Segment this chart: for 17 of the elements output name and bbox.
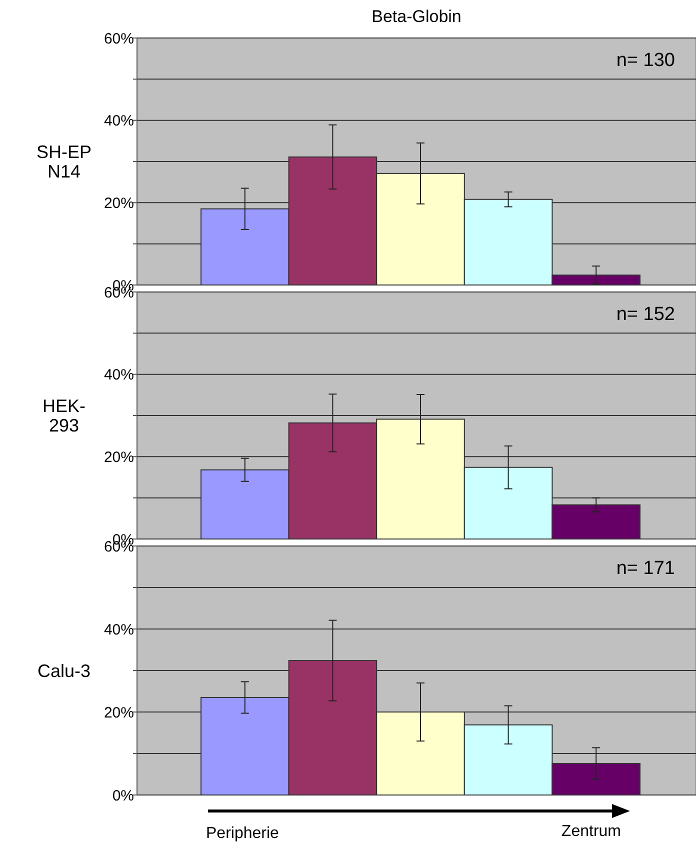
text: Zentrum bbox=[561, 823, 621, 840]
y-tick-label: 20% bbox=[104, 704, 134, 722]
y-tick-label: 40% bbox=[104, 366, 134, 384]
y-tick-label: 20% bbox=[104, 448, 134, 466]
chart-title: Beta-Globin bbox=[372, 7, 462, 26]
text: Peripherie bbox=[206, 825, 280, 842]
annotation: n= 152 bbox=[616, 304, 675, 325]
y-tick-label: 40% bbox=[104, 621, 134, 638]
y-tick-label: 40% bbox=[104, 112, 134, 130]
y-axis-title: Calu-3 bbox=[37, 660, 91, 681]
annotation: n= 130 bbox=[616, 50, 675, 71]
y-tick-label: 20% bbox=[104, 194, 134, 212]
y-tick-label: 60% bbox=[104, 30, 134, 48]
y-tick-label: 0% bbox=[112, 787, 134, 804]
annotation: n= 171 bbox=[616, 558, 675, 579]
y-axis-title: SH-EP N14 bbox=[36, 142, 92, 182]
y-axis-title: HEK- 293 bbox=[42, 396, 86, 436]
